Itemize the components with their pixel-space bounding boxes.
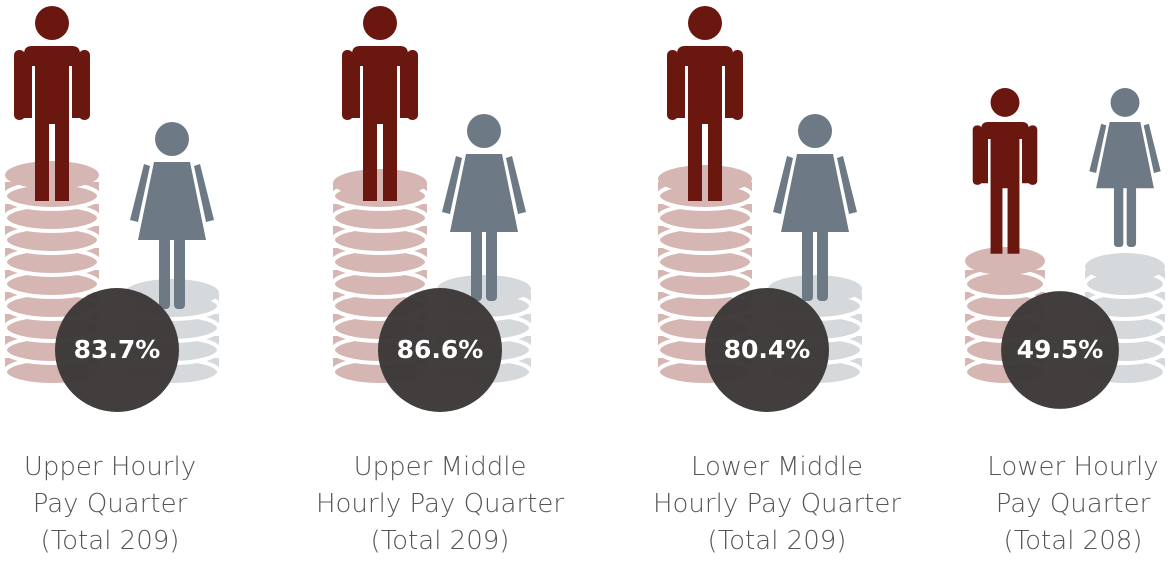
caption-line: Pay Quarter bbox=[33, 489, 188, 519]
caption-line: Pay Quarter bbox=[996, 489, 1151, 519]
head bbox=[991, 88, 1020, 117]
leg bbox=[159, 237, 170, 309]
female-icon bbox=[1089, 88, 1160, 247]
head bbox=[155, 122, 189, 156]
caption-line: (Total 209) bbox=[371, 526, 510, 556]
head bbox=[1111, 88, 1140, 117]
caption-line: (Total 209) bbox=[708, 526, 847, 556]
female-icon bbox=[773, 114, 857, 301]
leg bbox=[1127, 186, 1136, 247]
caption-line: (Total 208) bbox=[1004, 526, 1143, 556]
coin-top bbox=[333, 169, 427, 197]
female-icon bbox=[442, 114, 526, 301]
coin-top bbox=[5, 161, 99, 189]
coin-top bbox=[658, 165, 752, 193]
coin-top bbox=[1085, 253, 1165, 281]
leg bbox=[471, 229, 482, 301]
caption-line: Lower Middle bbox=[691, 452, 863, 482]
head bbox=[467, 114, 501, 148]
head bbox=[363, 6, 397, 40]
caption-line: Upper Hourly bbox=[24, 452, 196, 482]
page: {"quarters": [ {"percent": "83.7%", "cap… bbox=[0, 0, 1168, 561]
coin-top bbox=[965, 247, 1045, 275]
head bbox=[798, 114, 832, 148]
arm bbox=[667, 50, 678, 120]
percent-label: 86.6% bbox=[397, 335, 484, 364]
leg bbox=[174, 237, 185, 309]
caption-line: Lower Hourly bbox=[987, 452, 1158, 482]
caption-line: Hourly Pay Quarter bbox=[653, 489, 901, 519]
infographic: 83.7% Upper Hourly Pay Quarter (Total 209) 8… bbox=[0, 0, 1168, 561]
body bbox=[981, 122, 1029, 254]
arm bbox=[79, 50, 90, 120]
leg bbox=[817, 229, 828, 301]
percent-label: 49.5% bbox=[1017, 335, 1104, 364]
caption-line: (Total 209) bbox=[41, 526, 180, 556]
leg bbox=[1114, 186, 1123, 247]
arm bbox=[1028, 125, 1037, 185]
arm bbox=[973, 125, 982, 185]
caption-line: Hourly Pay Quarter bbox=[316, 489, 564, 519]
leg bbox=[486, 229, 497, 301]
arm bbox=[732, 50, 743, 120]
arm bbox=[342, 50, 353, 120]
arm bbox=[14, 50, 25, 120]
male-icon bbox=[973, 88, 1038, 254]
arm bbox=[407, 50, 418, 120]
head bbox=[688, 6, 722, 40]
percent-label: 80.4% bbox=[724, 335, 811, 364]
leg bbox=[802, 229, 813, 301]
caption-line: Upper Middle bbox=[354, 452, 527, 482]
head bbox=[35, 6, 69, 40]
percent-label: 83.7% bbox=[74, 335, 161, 364]
